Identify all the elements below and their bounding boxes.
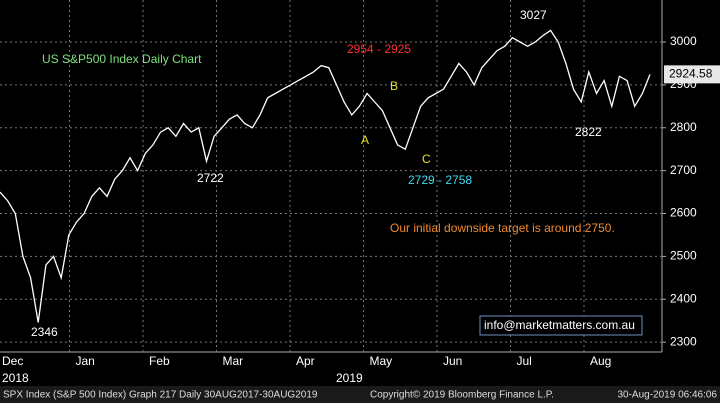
- y-tick-label: 3000: [670, 34, 697, 48]
- x-tick-label: Feb: [149, 354, 170, 368]
- annotation: 3027: [520, 8, 547, 22]
- grid: [0, 0, 662, 352]
- year-label: 2019: [336, 371, 363, 385]
- annotation: C: [422, 152, 431, 166]
- annotation: 2722: [197, 171, 224, 185]
- annotation: 2954 - 2925: [347, 42, 411, 56]
- footer-text: 30-Aug-2019 06:46:06: [617, 390, 717, 401]
- x-tick-label: Jun: [443, 354, 462, 368]
- footer-text: SPX Index (S&P 500 Index) Graph 217 Dail…: [3, 390, 318, 401]
- x-tick-label: Aug: [590, 354, 611, 368]
- footer-text: Copyright© 2019 Bloomberg Finance L.P.: [370, 390, 554, 401]
- x-tick-label: Dec: [2, 354, 23, 368]
- x-tick-label: Jan: [76, 354, 95, 368]
- x-tick-label: Apr: [296, 354, 315, 368]
- price-line: [0, 29, 651, 323]
- annotation: 2822: [575, 125, 602, 139]
- annotation: 2346: [31, 325, 58, 339]
- year-label: 2018: [2, 371, 29, 385]
- y-tick-label: 2400: [670, 291, 697, 305]
- y-tick-label: 2600: [670, 206, 697, 220]
- x-tick-label: May: [370, 354, 393, 368]
- annotation: 2729 - 2758: [408, 173, 472, 187]
- chart-title: US S&P500 Index Daily Chart: [42, 52, 202, 66]
- footer-bar: [0, 386, 720, 403]
- last-price-tag: [664, 65, 720, 84]
- last-price-label: 2924.58: [669, 67, 713, 81]
- annotation: B: [390, 79, 398, 93]
- y-tick-label: 2700: [670, 163, 697, 177]
- y-tick-label: 2300: [670, 334, 697, 348]
- info-box: [479, 315, 643, 336]
- x-tick-label: Mar: [223, 354, 244, 368]
- y-tick-label: 2500: [670, 249, 697, 263]
- plot: [0, 29, 651, 323]
- y-tick-label: 2800: [670, 120, 697, 134]
- annotation: A: [361, 133, 369, 147]
- annotation: Our initial downside target is around 27…: [390, 221, 615, 235]
- x-tick-label: Jul: [517, 354, 532, 368]
- annotation: info@marketmatters.com.au: [484, 318, 635, 332]
